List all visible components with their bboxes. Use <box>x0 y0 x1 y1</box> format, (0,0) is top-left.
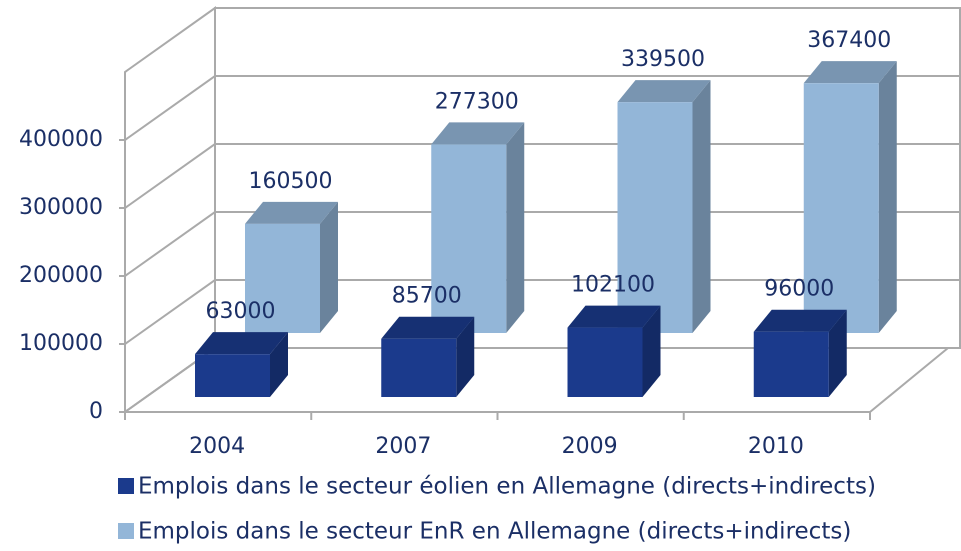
bar-side <box>270 332 288 397</box>
bar <box>803 61 897 333</box>
bar-front <box>431 144 507 333</box>
bar-side <box>828 309 847 397</box>
grid-line <box>124 143 960 209</box>
bar <box>431 122 525 333</box>
value-label: 85700 <box>392 284 462 309</box>
bar <box>567 305 661 397</box>
y-tick-label: 400000 <box>19 127 103 152</box>
x-tick-label: 2010 <box>748 434 804 459</box>
bar-front <box>381 338 457 397</box>
value-label: 96000 <box>764 277 834 302</box>
y-tick-label: 100000 <box>19 331 103 356</box>
bar <box>381 316 475 397</box>
bar-side <box>320 201 338 333</box>
bar-side <box>642 305 661 397</box>
value-label: 339500 <box>621 47 705 72</box>
bar <box>753 309 847 397</box>
grid-line <box>124 211 960 277</box>
bar-front <box>195 354 270 397</box>
value-label: 277300 <box>435 89 519 114</box>
bar-front <box>617 102 693 333</box>
legend-label: Emplois dans le secteur EnR en Allemagne… <box>138 519 851 545</box>
value-label: 63000 <box>206 299 276 324</box>
grid-line <box>124 279 960 345</box>
bar-top <box>567 305 661 328</box>
bar-top <box>195 332 288 355</box>
bar-front <box>245 223 320 333</box>
value-label: 367400 <box>807 28 891 53</box>
legend-swatch <box>118 478 134 494</box>
x-tick-label: 2009 <box>562 434 618 459</box>
bar <box>617 80 711 333</box>
value-label: 160500 <box>249 169 333 194</box>
grid-line <box>124 75 960 141</box>
bar-front <box>753 331 829 397</box>
bar-top <box>245 201 338 224</box>
x-tick-label: 2004 <box>189 434 245 459</box>
value-label: 102100 <box>571 273 655 298</box>
x-tick-label: 2007 <box>375 434 431 459</box>
bar-front <box>803 83 879 333</box>
bar-top <box>431 122 525 145</box>
y-tick-label: 200000 <box>19 263 103 288</box>
legend-swatch <box>118 523 134 539</box>
bar-top <box>753 309 847 332</box>
legend-label: Emplois dans le secteur éolien en Allema… <box>138 474 876 500</box>
y-tick-label: 0 <box>89 399 103 424</box>
bar-top <box>803 61 897 84</box>
bar-side <box>506 122 525 333</box>
y-tick-label: 300000 <box>19 195 103 220</box>
bar-side <box>692 80 711 333</box>
bar-side <box>878 61 897 333</box>
bar-top <box>381 316 475 339</box>
bar-top <box>617 80 711 103</box>
bar-front <box>567 327 643 397</box>
bar <box>245 201 338 333</box>
bar <box>195 332 288 397</box>
bar-side <box>456 316 475 397</box>
